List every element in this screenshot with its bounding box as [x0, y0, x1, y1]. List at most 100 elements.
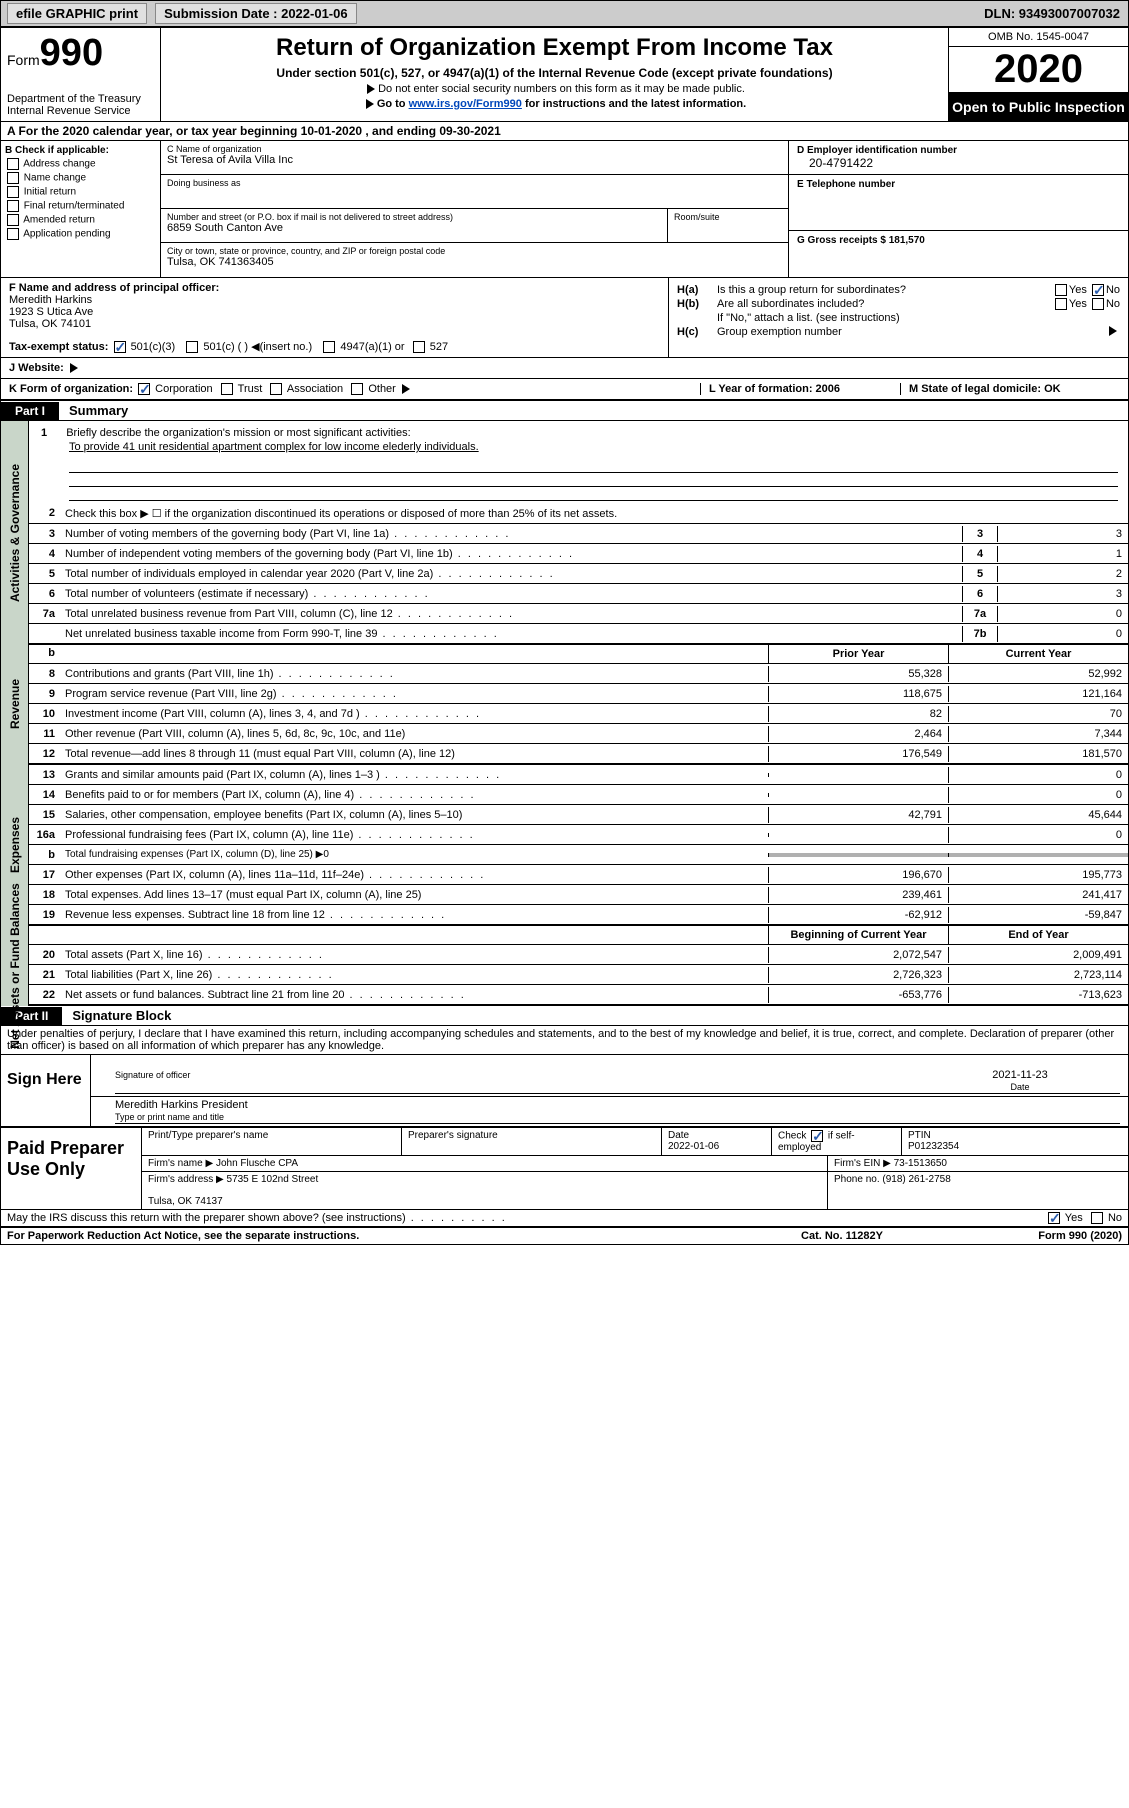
chk-association[interactable]	[270, 383, 282, 395]
na21-prior: 2,726,323	[768, 967, 948, 983]
c-room-label: Room/suite	[674, 212, 720, 222]
hdr-prior-year: Prior Year	[768, 645, 948, 663]
chk-501c3[interactable]	[114, 341, 126, 353]
rev9-prior: 118,675	[768, 686, 948, 702]
firm-ein: Firm's EIN ▶ 73-1513650	[828, 1156, 1128, 1171]
arrow-icon	[367, 84, 375, 94]
netassets-section: Net Assets or Fund Balances Beginning of…	[1, 925, 1128, 1006]
line7b-value: 0	[998, 626, 1128, 642]
line6-text: Total number of volunteers (estimate if …	[61, 586, 962, 602]
exp19-curr: -59,847	[948, 907, 1128, 923]
exp17-curr: 195,773	[948, 867, 1128, 883]
prep-sig-hdr: Preparer's signature	[402, 1128, 662, 1155]
k-label: K Form of organization:	[9, 383, 133, 395]
chk-name-change[interactable]: Name change	[5, 172, 156, 184]
hdr-current-year: Current Year	[948, 645, 1128, 663]
rev8-curr: 52,992	[948, 666, 1128, 682]
exp-line16b: Total fundraising expenses (Part IX, col…	[61, 847, 768, 862]
firm-address: Firm's address ▶ 5735 E 102nd Street Tul…	[142, 1172, 828, 1209]
line3-value: 3	[998, 526, 1128, 542]
omb-number: OMB No. 1545-0047	[949, 28, 1128, 47]
na20-prior: 2,072,547	[768, 947, 948, 963]
dln-text: DLN: 93493007007032	[984, 6, 1120, 21]
line5-text: Total number of individuals employed in …	[61, 566, 962, 582]
chk-initial-return[interactable]: Initial return	[5, 186, 156, 198]
chk-discuss-yes[interactable]	[1048, 1212, 1060, 1224]
opt-501c3: 501(c)(3)	[131, 341, 176, 353]
exp13-curr: 0	[948, 767, 1128, 783]
chk-501c[interactable]	[186, 341, 198, 353]
line4-text: Number of independent voting members of …	[61, 546, 962, 562]
part1-header: Part I Summary	[1, 401, 1128, 421]
section-f-h: F Name and address of principal officer:…	[1, 278, 1128, 358]
toolbar: efile GRAPHIC print Submission Date : 20…	[0, 0, 1129, 27]
chk-4947[interactable]	[323, 341, 335, 353]
rev10-prior: 82	[768, 706, 948, 722]
na-line22: Net assets or fund balances. Subtract li…	[61, 987, 768, 1003]
line5-value: 2	[998, 566, 1128, 582]
part1-tag: Part I	[1, 402, 59, 420]
rev-line8: Contributions and grants (Part VIII, lin…	[61, 666, 768, 682]
exp14-curr: 0	[948, 787, 1128, 803]
na22-prior: -653,776	[768, 987, 948, 1003]
line3-text: Number of voting members of the governin…	[61, 526, 962, 542]
discuss-yes: Yes	[1065, 1212, 1083, 1224]
chk-other[interactable]	[351, 383, 363, 395]
na-line21: Total liabilities (Part X, line 26)	[61, 967, 768, 983]
row-klm: K Form of organization: Corporation Trus…	[1, 379, 1128, 401]
chk-amended-return[interactable]: Amended return	[5, 214, 156, 226]
na20-curr: 2,009,491	[948, 947, 1128, 963]
efile-print-button[interactable]: efile GRAPHIC print	[7, 3, 147, 24]
part2-title: Signature Block	[62, 1006, 181, 1025]
opt-trust: Trust	[238, 383, 263, 395]
hdr-beginning-year: Beginning of Current Year	[768, 926, 948, 944]
submission-date-button[interactable]: Submission Date : 2022-01-06	[155, 3, 357, 24]
chk-final-return[interactable]: Final return/terminated	[5, 200, 156, 212]
c-name-label: C Name of organization	[167, 144, 782, 154]
i-label: Tax-exempt status:	[9, 341, 108, 353]
line1-num: 1	[41, 427, 47, 439]
section-b-to-g: B Check if applicable: Address change Na…	[1, 141, 1128, 278]
hc-text: Group exemption number	[717, 326, 1106, 338]
line6-value: 3	[998, 586, 1128, 602]
chk-address-change[interactable]: Address change	[5, 158, 156, 170]
opt-corp: Corporation	[155, 383, 212, 395]
exp15-prior: 42,791	[768, 807, 948, 823]
ha-no: No	[1106, 284, 1120, 296]
hb-note: If "No," attach a list. (see instruction…	[717, 312, 1120, 324]
form-word: Form	[7, 52, 40, 68]
c-city-value: Tulsa, OK 741363405	[167, 256, 782, 268]
line1-text: Briefly describe the organization's miss…	[66, 427, 410, 439]
vert-activities-governance: Activities & Governance	[8, 464, 22, 602]
rev9-curr: 121,164	[948, 686, 1128, 702]
exp-line14: Benefits paid to or for members (Part IX…	[61, 787, 768, 803]
chk-trust[interactable]	[221, 383, 233, 395]
discuss-no: No	[1108, 1212, 1122, 1224]
c-addr-value: 6859 South Canton Ave	[167, 222, 661, 234]
c-name-value: St Teresa of Avila Villa Inc	[167, 154, 782, 166]
exp13-prior	[768, 773, 948, 777]
exp-line15: Salaries, other compensation, employee b…	[61, 807, 768, 823]
firm-name: Firm's name ▶ John Flusche CPA	[142, 1156, 828, 1171]
note-goto-post: for instructions and the latest informat…	[522, 98, 746, 110]
d-ein-label: D Employer identification number	[797, 145, 1120, 156]
exp16b-prior	[768, 853, 948, 857]
irs-link[interactable]: www.irs.gov/Form990	[409, 98, 522, 110]
paid-preparer-table: Paid Preparer Use Only Print/Type prepar…	[1, 1127, 1128, 1209]
chk-corporation[interactable]	[138, 383, 150, 395]
line-a-tax-year: A For the 2020 calendar year, or tax yea…	[1, 122, 1128, 141]
exp-line19: Revenue less expenses. Subtract line 18 …	[61, 907, 768, 923]
prep-date: Date 2022-01-06	[662, 1128, 772, 1155]
chk-527[interactable]	[413, 341, 425, 353]
c-dba-label: Doing business as	[167, 178, 782, 188]
chk-application-pending[interactable]: Application pending	[5, 228, 156, 240]
opt-other: Other	[368, 383, 396, 395]
arrow-icon	[70, 363, 78, 373]
b-header: B Check if applicable:	[5, 145, 156, 156]
form-footer: Form 990 (2020)	[942, 1230, 1122, 1242]
hc-label: H(c)	[677, 326, 717, 338]
activities-governance-section: Activities & Governance 1 Briefly descri…	[1, 421, 1128, 644]
mission-text: To provide 41 unit residential apartment…	[69, 441, 1118, 453]
signature-block: Under penalties of perjury, I declare th…	[1, 1026, 1128, 1244]
chk-discuss-no[interactable]	[1091, 1212, 1103, 1224]
